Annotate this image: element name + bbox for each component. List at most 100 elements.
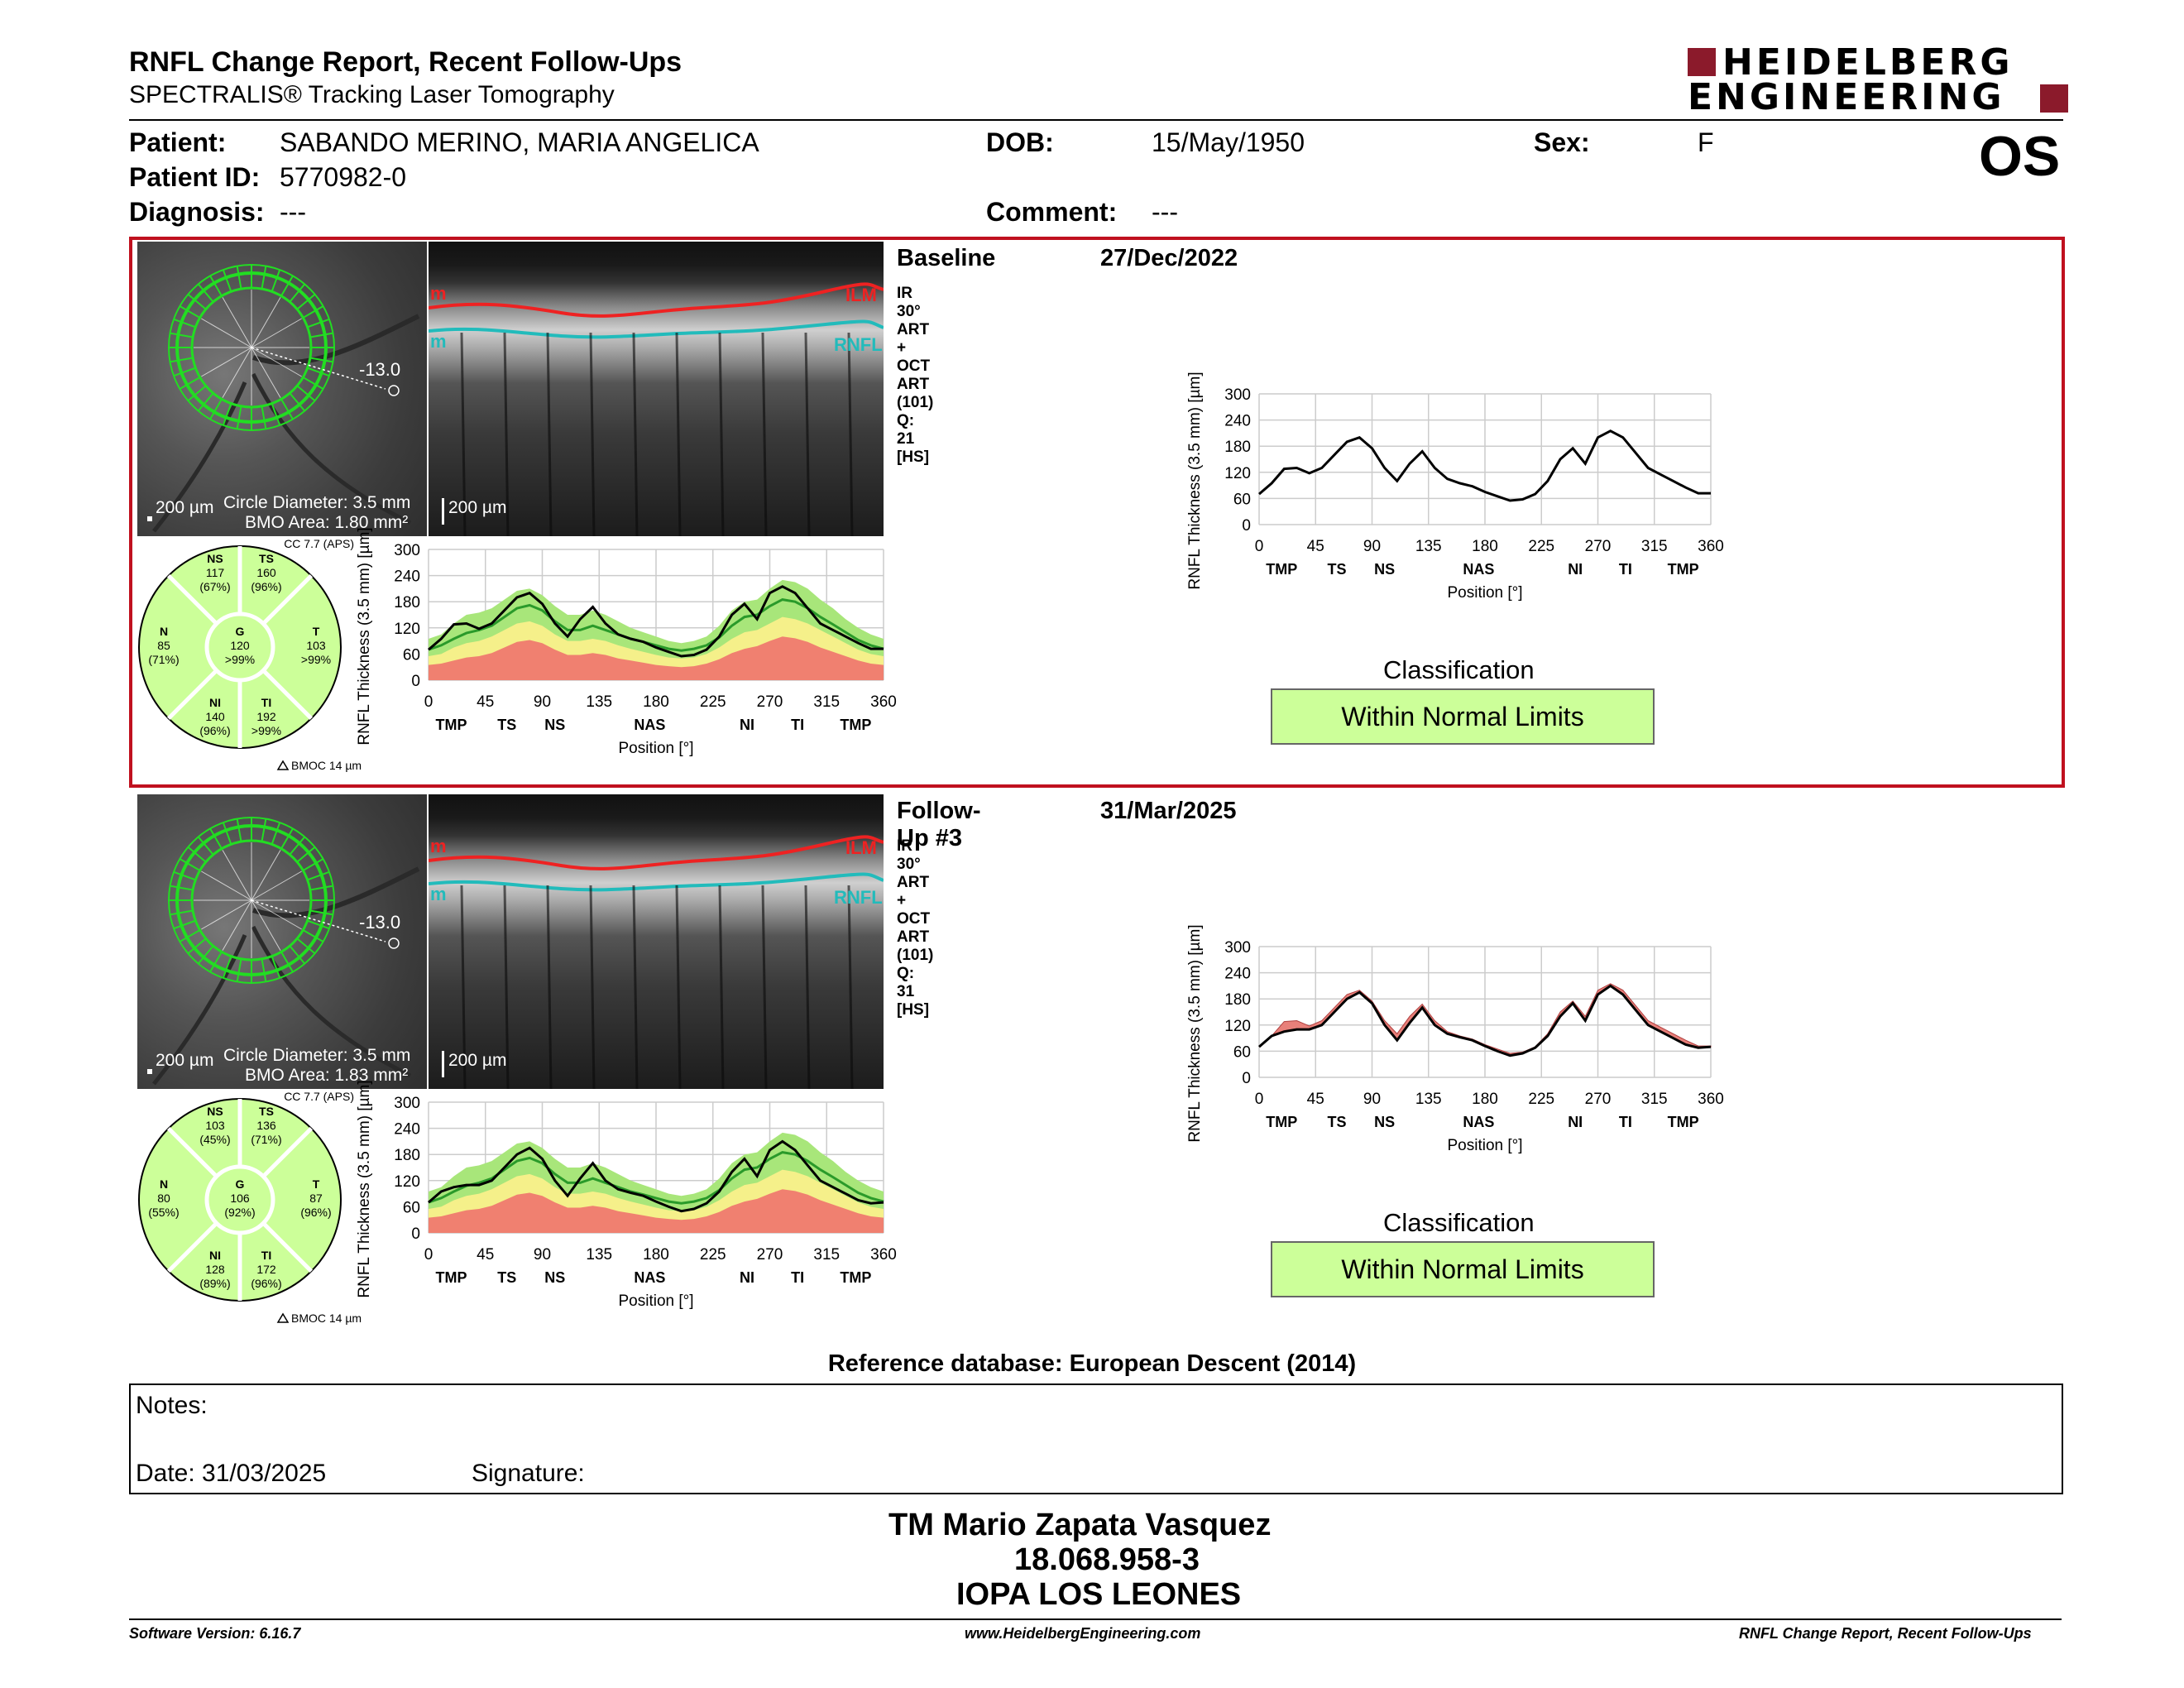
baseline-fundus-image: -13.0 200 µm Circle Diameter: 3.5 mm BMO Ar… <box>137 242 427 536</box>
cc-label: CC 7.7 (APS) <box>284 537 354 550</box>
sector-axis-label: TMP <box>1668 1114 1699 1130</box>
y-tick-label: 240 <box>394 568 420 586</box>
scan-radial-tick <box>289 836 306 856</box>
scan-radial-tick <box>170 885 194 891</box>
vessel-shadow <box>718 332 725 536</box>
sector-value-g: 120 <box>230 639 250 652</box>
y-axis-label: RNFL Thickness (3.5 mm) [µm] <box>356 1080 373 1297</box>
sector-name-ns: NS <box>207 552 223 565</box>
signer-org: IOPA LOS LEONES <box>956 1577 1242 1612</box>
x-tick-label: 270 <box>1585 1091 1612 1108</box>
sector-percentile-ts: (71%) <box>251 1133 281 1146</box>
x-tick-label: 45 <box>1307 538 1324 555</box>
y-axis-label: RNFL Thickness (3.5 mm) [µm] <box>1186 924 1204 1142</box>
vessel-shape <box>252 314 420 366</box>
sector-percentile-g: >99% <box>225 653 255 666</box>
y-tick-label: 180 <box>394 1147 420 1164</box>
sector-percentile-ni: (89%) <box>199 1277 230 1290</box>
x-axis-label: Position [°] <box>618 1292 693 1310</box>
sector-thickness-map: NS117(67%)TS160(96%)N85(71%)G120>99%T103… <box>138 545 342 749</box>
scan-radial-tick <box>209 398 223 420</box>
signature-label: Signature: <box>472 1460 585 1487</box>
vessel-shadow <box>546 332 553 536</box>
baseline-normative-thickness-chart: 0 60 120 180 240 300 0 45 90 135 180 225 270 315 360 TM… <box>356 527 897 757</box>
sector-name-n: N <box>160 625 168 638</box>
y-tick-label: 240 <box>394 1121 420 1139</box>
followup-scan-info: IR 30° ART + OCT ART (101) Q: 31 [HS] <box>897 837 934 1019</box>
sector-divider-line <box>251 297 281 348</box>
diagnosis-value: --- <box>280 197 306 227</box>
sector-axis-label: NS <box>544 717 565 733</box>
website-link[interactable]: www.HeidelbergEngineering.com <box>965 1625 1201 1642</box>
sector-axis-label: TI <box>1619 561 1632 578</box>
sector-percentile-t: >99% <box>301 653 331 666</box>
scan-radial-tick <box>197 392 214 412</box>
x-tick-label: 360 <box>870 1246 897 1264</box>
oct-scale-bar <box>442 1051 444 1077</box>
sector-axis-label: NI <box>740 1269 754 1286</box>
rnfl-label: RNFL <box>834 887 883 908</box>
sector-divider-line <box>201 899 252 930</box>
y-tick-label: 300 <box>1224 386 1251 404</box>
followup-charts-layer: CC 7.7 (APS)NS103(45%)TS136(71%)N80(55%)… <box>138 924 1724 1325</box>
sector-percentile-g: (92%) <box>224 1206 255 1219</box>
sector-value-ti: 172 <box>256 1263 276 1276</box>
scan-radial-tick <box>187 938 207 955</box>
scan-radial-tick <box>309 332 333 338</box>
scan-radial-tick <box>271 822 281 845</box>
report-title: RNFL Change Report, Recent Follow-Ups <box>129 46 682 78</box>
scan-radial-tick <box>261 266 267 290</box>
rnfl-boundary-line <box>429 872 884 892</box>
x-tick-label: 45 <box>1307 1091 1324 1108</box>
scan-radial-tick <box>280 951 294 973</box>
scan-radial-tick <box>302 305 324 319</box>
x-tick-label: 135 <box>1415 538 1442 555</box>
x-tick-label: 180 <box>643 1246 669 1264</box>
scan-radial-tick <box>309 885 333 891</box>
y-tick-label: 120 <box>394 1173 420 1191</box>
sector-axis-label: TI <box>791 1269 804 1286</box>
fundus-scale-bar <box>147 1069 152 1074</box>
rnfl-boundary-line <box>429 319 884 339</box>
x-tick-label: 90 <box>534 693 551 711</box>
sector-divider <box>261 573 314 626</box>
y-tick-label: 120 <box>394 621 420 638</box>
sector-divider <box>261 1126 314 1178</box>
sector-percentile-ti: (96%) <box>251 1277 281 1290</box>
x-tick-label: 45 <box>477 1246 494 1264</box>
sector-percentile-ns: (67%) <box>199 580 230 593</box>
sector-percentile-ni: (96%) <box>199 724 230 737</box>
baseline-classification-title: Classification <box>1383 655 1535 684</box>
scan-radial-tick <box>173 367 196 377</box>
vessel-shape <box>152 934 247 1086</box>
sector-value-ns: 103 <box>205 1119 225 1132</box>
sector-value-ni: 140 <box>205 710 225 723</box>
scan-radial-tick <box>209 951 223 973</box>
y-tick-label: 60 <box>1233 1043 1251 1061</box>
vessel-shape <box>251 925 412 1078</box>
vessel-shadow <box>718 885 725 1089</box>
scan-radial-tick <box>307 919 330 930</box>
y-tick-label: 180 <box>1224 991 1251 1009</box>
y-tick-label: 60 <box>1233 491 1251 508</box>
y-tick-label: 60 <box>403 646 420 664</box>
fovea-marker <box>388 938 400 949</box>
notes-label: Notes: <box>136 1392 208 1419</box>
scan-radial-tick <box>209 827 223 850</box>
sector-axis-label: TS <box>497 1269 516 1286</box>
x-tick-label: 135 <box>1415 1091 1442 1108</box>
y-tick-label: 0 <box>1242 1070 1251 1087</box>
fovea-angle-value: -13.0 <box>359 912 401 933</box>
sector-name-ni: NI <box>209 1249 221 1262</box>
followup-classification-title: Classification <box>1383 1208 1535 1237</box>
sector-name-ts: TS <box>259 1105 274 1118</box>
x-tick-label: 180 <box>1472 538 1498 555</box>
scan-radial-tick <box>236 818 242 842</box>
y-axis-label: RNFL Thickness (3.5 mm) [µm] <box>1186 372 1204 589</box>
circle-diameter-text: Circle Diameter: 3.5 mm <box>223 1046 411 1065</box>
sector-divider-line <box>251 870 302 901</box>
sector-axis-label: NAS <box>1463 1114 1494 1130</box>
sector-divider <box>166 669 218 721</box>
vessel-shape <box>252 866 420 918</box>
scan-radial-tick <box>197 945 214 965</box>
